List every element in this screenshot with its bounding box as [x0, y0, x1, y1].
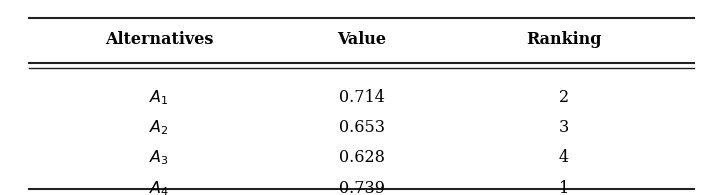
Text: 3: 3 [559, 119, 569, 136]
Text: $A_3$: $A_3$ [149, 149, 169, 167]
Text: 0.739: 0.739 [338, 180, 385, 195]
Text: $A_4$: $A_4$ [149, 179, 169, 195]
Text: Ranking: Ranking [526, 30, 602, 48]
Text: $A_1$: $A_1$ [149, 88, 169, 107]
Text: Value: Value [337, 30, 386, 48]
Text: 0.714: 0.714 [338, 89, 385, 106]
Text: $A_2$: $A_2$ [149, 118, 169, 137]
Text: 2: 2 [559, 89, 569, 106]
Text: 0.628: 0.628 [338, 149, 385, 167]
Text: 0.653: 0.653 [338, 119, 385, 136]
Text: 4: 4 [559, 149, 569, 167]
Text: 1: 1 [559, 180, 569, 195]
Text: Alternatives: Alternatives [105, 30, 213, 48]
